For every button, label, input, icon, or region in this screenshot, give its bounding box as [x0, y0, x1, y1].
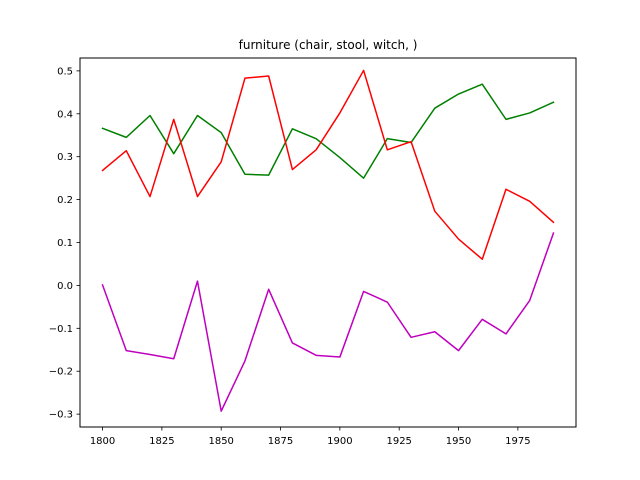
x-tick-label: 1975 [505, 436, 530, 447]
chart-title: furniture (chair, stool, witch, ) [239, 38, 418, 52]
series-line-3 [101, 232, 555, 412]
x-tick-label: 1950 [446, 436, 471, 447]
y-tick-label: 0.5 [57, 66, 73, 77]
series-line-2 [101, 69, 555, 260]
y-tick-label: 0.2 [57, 195, 73, 206]
y-tick-label: 0.0 [57, 281, 73, 292]
series-layer [101, 69, 555, 412]
y-axis: −0.3 −0.2 −0.1 0.0 0.1 0.2 0.3 0.4 0.5 [49, 66, 80, 421]
x-tick-label: 1925 [386, 436, 411, 447]
x-tick-label: 1800 [90, 436, 115, 447]
y-tick-label: −0.3 [49, 410, 73, 421]
x-axis: 1800 1825 1850 1875 1900 1925 1950 1975 [90, 427, 531, 447]
y-tick-label: 0.1 [57, 238, 73, 249]
y-tick-label: 0.4 [57, 109, 73, 120]
x-tick-label: 1825 [149, 436, 174, 447]
x-tick-label: 1875 [268, 436, 293, 447]
x-tick-label: 1900 [327, 436, 352, 447]
y-tick-label: −0.2 [49, 367, 73, 378]
y-tick-label: 0.3 [57, 152, 73, 163]
x-tick-label: 1850 [208, 436, 233, 447]
y-tick-label: −0.1 [49, 324, 73, 335]
series-line-1 [101, 83, 555, 179]
